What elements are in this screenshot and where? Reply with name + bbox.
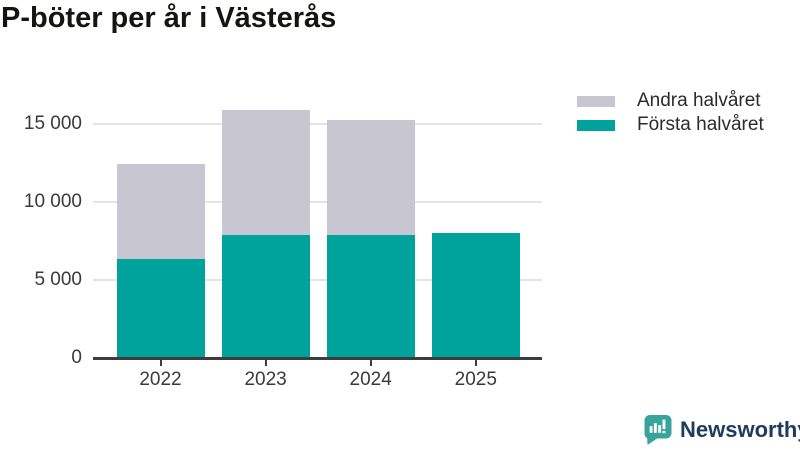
x-axis-tick-2024 [369,360,372,366]
bar-2023-forsta-halvaret [221,234,310,358]
newsworthy-logo-icon [644,415,672,445]
x-axis-label-2023: 2023 [244,369,287,390]
legend-label-andra-halvaret: Andra halvåret [637,90,761,111]
x-axis-tick-2023 [264,360,267,366]
x-axis-label-2022: 2022 [139,369,182,390]
bar-2022-andra-halvaret [116,163,205,259]
newsworthy-logo-text: Newsworthy [680,417,800,442]
bar-2023-andra-halvaret [221,109,310,235]
x-axis-tick-2022 [159,360,162,366]
y-axis-label-10000: 10 000 [23,191,82,212]
y-axis-label-0: 0 [71,347,82,368]
y-axis-label-5000: 5 000 [34,269,82,290]
legend-item-forsta-halvaret: Första halvåret [577,114,764,136]
y-axis-label-15000: 15 000 [23,113,82,134]
bar-2024-andra-halvaret [326,120,415,235]
newsworthy-branding: Newsworthy [644,415,800,445]
legend: Andra halvåret Första halvåret [577,90,764,138]
bar-2022-forsta-halvaret [116,258,205,358]
gridline-5000 [93,279,542,281]
legend-swatch-andra-halvaret [577,95,615,107]
bar-2025-forsta-halvaret [431,233,520,358]
bar-2024-forsta-halvaret [326,234,415,358]
gridline-10000 [93,201,542,203]
x-axis-line [93,357,542,360]
x-axis-label-2025: 2025 [454,369,497,390]
legend-swatch-forsta-halvaret [577,119,615,131]
x-axis-label-2024: 2024 [349,369,392,390]
gridline-15000 [93,123,542,125]
legend-label-forsta-halvaret: Första halvåret [637,114,764,135]
x-axis-tick-2025 [474,360,477,366]
chart-title: P-böter per år i Västerås [1,2,337,34]
legend-item-andra-halvaret: Andra halvåret [577,90,764,112]
